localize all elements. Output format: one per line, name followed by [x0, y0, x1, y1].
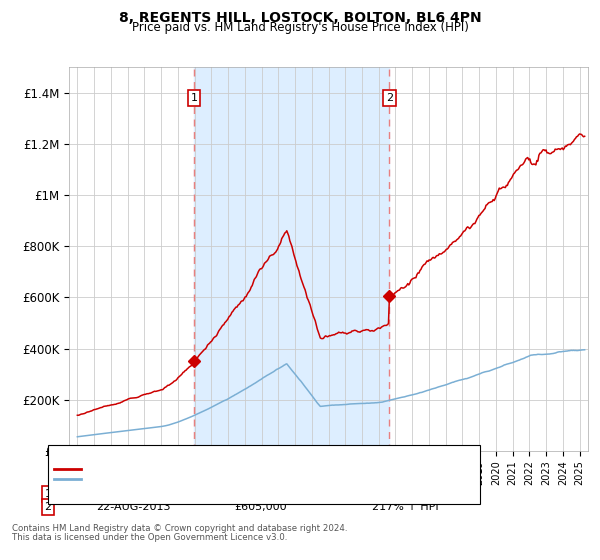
Text: This data is licensed under the Open Government Licence v3.0.: This data is licensed under the Open Gov… — [12, 533, 287, 542]
Text: 2: 2 — [386, 93, 393, 103]
Text: £605,000: £605,000 — [234, 502, 287, 512]
Text: 22-AUG-2013: 22-AUG-2013 — [96, 502, 170, 512]
Text: 217% ↑ HPI: 217% ↑ HPI — [372, 502, 439, 512]
Text: Price paid vs. HM Land Registry's House Price Index (HPI): Price paid vs. HM Land Registry's House … — [131, 21, 469, 34]
Text: HPI: Average price, detached house, Bolton: HPI: Average price, detached house, Bolt… — [87, 474, 314, 484]
Text: 2: 2 — [44, 502, 52, 512]
Text: 20-DEC-2001: 20-DEC-2001 — [96, 489, 170, 499]
Text: Contains HM Land Registry data © Crown copyright and database right 2024.: Contains HM Land Registry data © Crown c… — [12, 524, 347, 533]
Text: 258% ↑ HPI: 258% ↑ HPI — [372, 489, 439, 499]
Text: 1: 1 — [44, 489, 52, 499]
Text: 8, REGENTS HILL, LOSTOCK, BOLTON, BL6 4PN (detached house): 8, REGENTS HILL, LOSTOCK, BOLTON, BL6 4P… — [87, 464, 424, 474]
Text: £349,995: £349,995 — [234, 489, 287, 499]
Text: 8, REGENTS HILL, LOSTOCK, BOLTON, BL6 4PN: 8, REGENTS HILL, LOSTOCK, BOLTON, BL6 4P… — [119, 11, 481, 25]
Bar — [194, 67, 389, 451]
Text: 1: 1 — [191, 93, 197, 103]
